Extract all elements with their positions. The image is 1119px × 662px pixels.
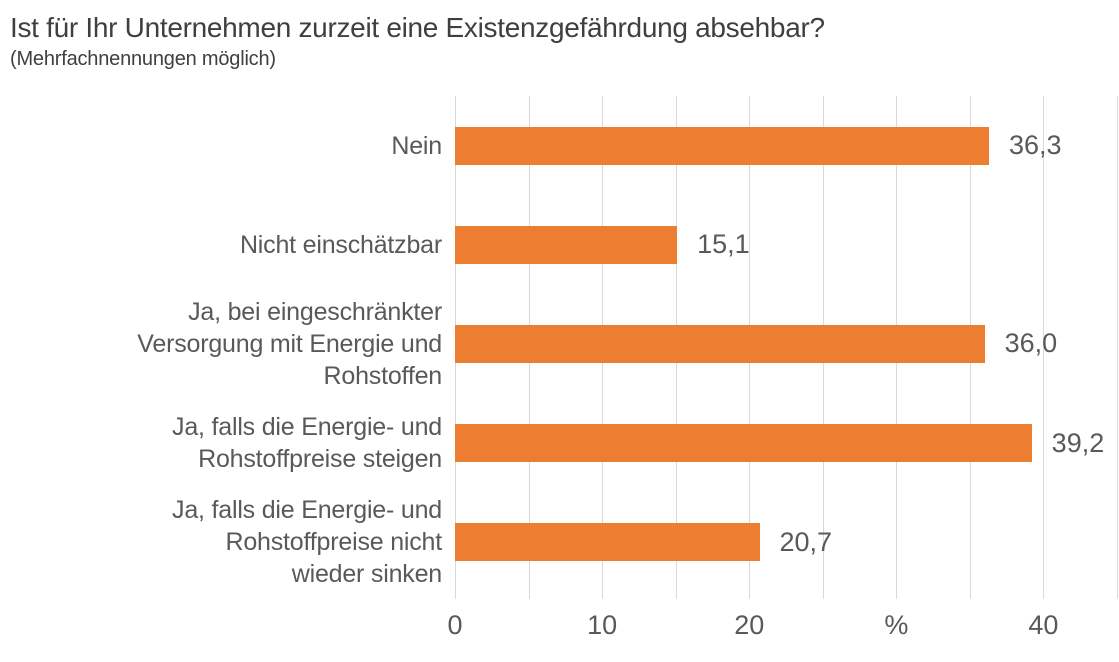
x-tick-label: 0 [447,610,463,640]
bar-row: 20,7 [455,493,1117,592]
category-label: Ja, falls die Energie- und Rohstoffpreis… [172,413,442,474]
x-axis: 0 10 20% 40 [447,602,1117,652]
x-tick-label: 10 [587,610,618,640]
bar-row: 36,0 [455,294,1117,393]
bar-value-label: 36,3 [1009,130,1062,161]
bar [455,225,678,264]
bar [455,324,985,363]
x-tick-label: 20 [734,610,765,640]
gridline [1117,96,1118,599]
bar-row: 39,2 [455,394,1117,493]
x-tick-label: 40 [1028,610,1059,640]
bar [455,126,989,165]
chart-title: Ist für Ihr Unternehmen zurzeit eine Exi… [10,12,825,43]
plot-area: 36,3 15,1 36,0 39,2 20,7 [455,96,1118,599]
category-label: Ja, bei eingeschränkter Versorgung mit E… [137,298,442,390]
gridline [1043,96,1045,599]
x-tick-label: % [884,610,909,640]
bar [455,523,760,562]
bar-value-label: 15,1 [697,229,750,260]
bar-row: 15,1 [455,195,1117,294]
bar-value-label: 20,7 [779,526,833,557]
bar-chart: Nein Nicht einschätzbar Ja, bei eingeschrä… [0,96,1119,599]
category-label: Nicht einschätzbar [239,230,442,259]
chart-header: Ist für Ihr Unternehmen zurzeit eine Exi… [0,0,1119,71]
bar-value-label: 39,2 [1051,427,1105,458]
category-label: Nein [391,131,442,160]
category-labels: Nein Nicht einschätzbar Ja, bei eingeschrä… [0,96,455,592]
bar-value-label: 36,0 [1004,328,1058,359]
category-label: Ja, falls die Energie- und Rohstoffpreis… [172,496,442,589]
bar-row: 36,3 [455,96,1117,195]
chart-subtitle: (Mehrfachnennungen möglich) [10,48,276,71]
bar [455,424,1032,463]
